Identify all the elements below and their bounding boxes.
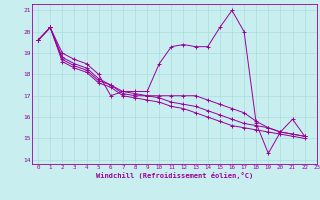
X-axis label: Windchill (Refroidissement éolien,°C): Windchill (Refroidissement éolien,°C) — [96, 172, 253, 179]
